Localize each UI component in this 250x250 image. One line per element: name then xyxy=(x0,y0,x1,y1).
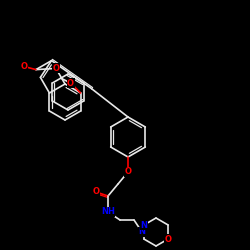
Text: N: N xyxy=(140,220,147,230)
Text: O: O xyxy=(21,62,28,71)
Text: N: N xyxy=(138,228,145,236)
Text: O: O xyxy=(67,78,74,88)
Text: O: O xyxy=(52,64,60,73)
Text: O: O xyxy=(164,234,172,244)
Text: O: O xyxy=(92,188,100,196)
Text: O: O xyxy=(124,168,132,176)
Text: NH: NH xyxy=(101,208,115,216)
